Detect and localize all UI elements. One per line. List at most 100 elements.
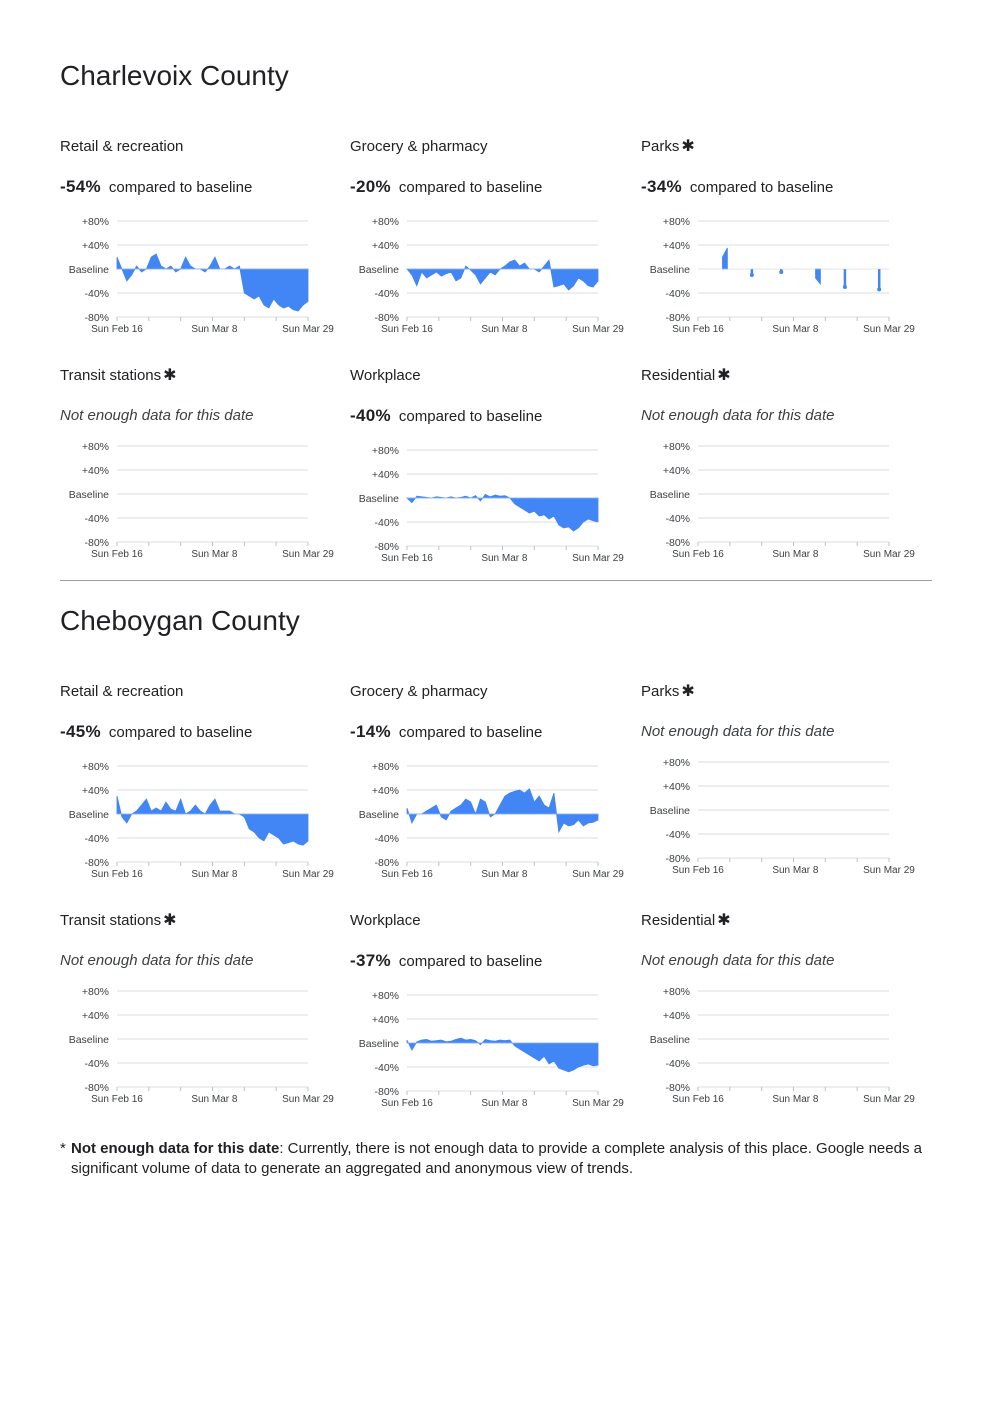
mobility-area-chart: +80% +40% Baseline -40% -80%Sun Feb 16 Sun Ma…	[650, 986, 916, 1105]
y-tick-label: +80%	[82, 986, 109, 998]
county-title: Charlevoix County	[60, 60, 289, 91]
county-title: Cheboygan County	[60, 605, 300, 636]
y-tick-label: -80%	[84, 1082, 109, 1094]
y-tick-label: -80%	[374, 541, 399, 553]
y-tick-label: -80%	[665, 853, 690, 865]
change-percent: -20%	[350, 177, 391, 196]
change-percent: -37%	[350, 951, 391, 970]
change-summary: -45% compared to baseline	[60, 720, 340, 744]
category-name: Parks	[641, 138, 680, 155]
series-point	[842, 285, 847, 289]
x-tick-label: Sun Feb 16	[91, 1094, 143, 1105]
x-tick-label: Sun Mar 8	[481, 869, 528, 880]
x-tick-label: Sun Mar 8	[191, 549, 238, 560]
mobility-area-chart: +80% +40% Baseline -40% -80%Sun Feb 16 Sun Ma…	[359, 990, 625, 1109]
x-tick-label: Sun Mar 29	[572, 324, 624, 335]
x-tick-label: Sun Mar 8	[481, 1098, 528, 1109]
chart-panel: Residential ✱ Not enough data for this dat…	[641, 366, 921, 566]
x-tick-label: Sun Mar 8	[191, 324, 238, 335]
category-name: Parks	[641, 683, 680, 700]
y-tick-label: -80%	[84, 857, 109, 869]
mobility-area-chart: +80% +40% Baseline -40% -80%Sun Feb 16 Sun Ma…	[69, 216, 335, 335]
x-tick-label: Sun Mar 29	[282, 549, 334, 560]
change-percent: -40%	[350, 406, 391, 425]
category-name: Residential	[641, 912, 716, 929]
footnote-bold-label: Not enough data for this date	[71, 1140, 280, 1157]
change-percent: -54%	[60, 177, 101, 196]
category-name: Residential	[641, 367, 716, 384]
chart-panel: Residential ✱ Not enough data for this dat…	[641, 911, 921, 1111]
compared-to-baseline-label: compared to baseline	[108, 724, 253, 741]
series-area	[815, 268, 821, 286]
mobility-area-chart: +80% +40% Baseline -40% -80%Sun Feb 16 Sun Ma…	[359, 216, 625, 335]
x-tick-label: Sun Mar 29	[572, 869, 624, 880]
footnote-marker: *	[60, 1140, 66, 1157]
not-enough-data-star-icon: ✱	[717, 367, 731, 384]
not-enough-data-star-icon: ✱	[681, 683, 695, 700]
mobility-area-chart: +80% +40% Baseline -40% -80%Sun Feb 16 Sun Ma…	[69, 441, 335, 560]
chart-panel: Grocery & pharmacy -14% compared to baseli…	[350, 682, 630, 882]
y-tick-label: Baseline	[69, 489, 109, 501]
y-tick-label: +40%	[82, 465, 109, 477]
change-summary: -54% compared to baseline	[60, 175, 340, 199]
chart-panel: Parks ✱ Not enough data for this date +80% +…	[641, 682, 921, 882]
y-tick-label: -40%	[665, 513, 690, 525]
y-tick-label: -80%	[84, 312, 109, 324]
series-area	[406, 493, 599, 532]
y-tick-label: Baseline	[650, 1034, 690, 1046]
y-tick-label: +40%	[82, 240, 109, 252]
x-tick-label: Sun Mar 29	[863, 1094, 915, 1105]
y-tick-label: +80%	[372, 990, 399, 1002]
y-tick-label: +40%	[372, 785, 399, 797]
y-tick-label: -40%	[374, 1062, 399, 1074]
y-tick-label: -40%	[374, 517, 399, 529]
y-tick-label: +80%	[663, 216, 690, 228]
compared-to-baseline-label: compared to baseline	[398, 953, 543, 970]
y-tick-label: +40%	[82, 785, 109, 797]
category-label: Residential ✱	[641, 366, 921, 386]
compared-to-baseline-label: compared to baseline	[398, 724, 543, 741]
compared-to-baseline-label: compared to baseline	[398, 179, 543, 196]
y-tick-label: +40%	[663, 240, 690, 252]
y-tick-label: +40%	[372, 469, 399, 481]
x-tick-label: Sun Feb 16	[91, 549, 143, 560]
y-tick-label: -40%	[84, 513, 109, 525]
change-percent: -45%	[60, 722, 101, 741]
category-name: Transit stations	[60, 367, 162, 384]
x-tick-label: Sun Mar 29	[863, 549, 915, 560]
x-tick-label: Sun Mar 29	[572, 1098, 624, 1109]
series-point	[877, 287, 882, 292]
series-area	[406, 1037, 599, 1073]
category-name: Grocery & pharmacy	[350, 138, 488, 155]
y-tick-label: Baseline	[69, 1034, 109, 1046]
county-section-charlevoix: Charlevoix County	[60, 60, 932, 92]
x-tick-label: Sun Mar 29	[572, 553, 624, 564]
chart-panel: Retail & recreation -45% compared to basel…	[60, 682, 340, 882]
footnote: * Not enough data for this date: Current…	[60, 1139, 932, 1179]
x-tick-label: Sun Mar 8	[191, 1094, 238, 1105]
y-tick-label: -80%	[374, 312, 399, 324]
not-enough-data-star-icon: ✱	[717, 912, 731, 929]
series-point	[749, 273, 754, 277]
change-percent: -14%	[350, 722, 391, 741]
x-tick-label: Sun Feb 16	[381, 1098, 433, 1109]
mobility-area-chart: +80% +40% Baseline -40% -80%Sun Feb 16 Sun Ma…	[69, 986, 335, 1105]
category-name: Workplace	[350, 367, 421, 384]
county-divider	[60, 580, 932, 581]
compared-to-baseline-label: compared to baseline	[398, 408, 543, 425]
change-summary: -37% compared to baseline	[350, 949, 630, 973]
footnote-text: : Currently, there is not enough data to…	[71, 1140, 922, 1177]
y-tick-label: -80%	[665, 537, 690, 549]
mobility-area-chart: +80% +40% Baseline -40% -80%Sun Feb 16 Sun Ma…	[359, 761, 625, 880]
mobility-area-chart: +80% +40% Baseline -40% -80%Sun Feb 16 Sun Ma…	[650, 441, 916, 560]
y-tick-label: +80%	[663, 986, 690, 998]
x-tick-label: Sun Feb 16	[381, 324, 433, 335]
chart-panel: Transit stations ✱ Not enough data for thi…	[60, 911, 340, 1111]
y-tick-label: +80%	[82, 761, 109, 773]
compared-to-baseline-label: compared to baseline	[689, 179, 834, 196]
category-label: Workplace	[350, 366, 630, 386]
x-tick-label: Sun Mar 29	[863, 865, 915, 876]
y-tick-label: -80%	[374, 857, 399, 869]
y-tick-label: -40%	[374, 833, 399, 845]
y-tick-label: -80%	[665, 1082, 690, 1094]
